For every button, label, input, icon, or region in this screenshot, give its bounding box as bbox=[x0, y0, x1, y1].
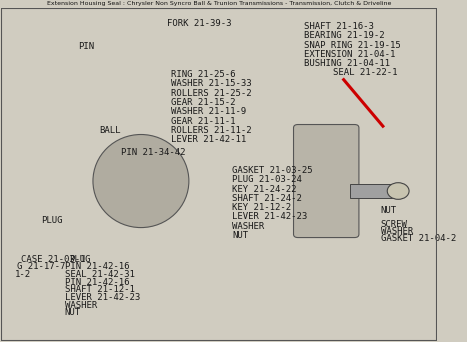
Text: ROLLERS 21-11-2: ROLLERS 21-11-2 bbox=[171, 126, 252, 135]
Text: PIN: PIN bbox=[78, 42, 94, 51]
Text: BEARING 21-19-2: BEARING 21-19-2 bbox=[304, 31, 385, 40]
Title: Extension Housing Seal : Chrysler Non Syncro Ball & Trunion Transmissions - Tran: Extension Housing Seal : Chrysler Non Sy… bbox=[47, 1, 392, 6]
Text: LEVER 21-42-23: LEVER 21-42-23 bbox=[64, 293, 140, 302]
Text: SHAFT 21-12-1: SHAFT 21-12-1 bbox=[64, 285, 134, 294]
Text: WASHER: WASHER bbox=[233, 222, 265, 231]
Circle shape bbox=[387, 183, 409, 199]
Text: 1-2: 1-2 bbox=[14, 270, 31, 279]
Text: RING 21-25-6: RING 21-25-6 bbox=[171, 70, 236, 79]
Text: GASKET 21-03-25: GASKET 21-03-25 bbox=[233, 166, 313, 175]
Text: NUT: NUT bbox=[64, 308, 81, 317]
Text: LEVER 21-42-23: LEVER 21-42-23 bbox=[233, 212, 308, 221]
Text: SCREW: SCREW bbox=[381, 220, 408, 229]
Text: PLUG: PLUG bbox=[69, 255, 91, 264]
Text: ROLLERS 21-25-2: ROLLERS 21-25-2 bbox=[171, 89, 252, 98]
Text: KEY 21-12-2: KEY 21-12-2 bbox=[233, 203, 291, 212]
Text: PLUG 21-03-24: PLUG 21-03-24 bbox=[233, 175, 302, 184]
Ellipse shape bbox=[93, 134, 189, 227]
Text: NUT: NUT bbox=[381, 206, 397, 215]
FancyBboxPatch shape bbox=[350, 184, 394, 198]
Text: G 21-17-7: G 21-17-7 bbox=[17, 262, 65, 271]
Text: WASHER: WASHER bbox=[381, 227, 413, 236]
Text: BUSHING 21-04-11: BUSHING 21-04-11 bbox=[304, 59, 390, 68]
FancyBboxPatch shape bbox=[294, 124, 359, 238]
Text: GEAR 21-15-2: GEAR 21-15-2 bbox=[171, 98, 236, 107]
Text: BALL: BALL bbox=[99, 126, 121, 135]
Text: PIN 21-34-42: PIN 21-34-42 bbox=[121, 148, 186, 157]
Text: LEVER 21-42-11: LEVER 21-42-11 bbox=[171, 135, 247, 144]
Text: WASHER 21-11-9: WASHER 21-11-9 bbox=[171, 107, 247, 116]
Text: GEAR 21-11-1: GEAR 21-11-1 bbox=[171, 117, 236, 126]
Text: SHAFT 21-16-3: SHAFT 21-16-3 bbox=[304, 22, 374, 31]
Text: PLUG: PLUG bbox=[41, 216, 62, 225]
Text: KEY 21-24-22: KEY 21-24-22 bbox=[233, 185, 297, 194]
Text: FORK 21-39-3: FORK 21-39-3 bbox=[167, 18, 232, 28]
Text: SEAL 21-22-1: SEAL 21-22-1 bbox=[333, 68, 397, 78]
Text: WASHER 21-15-33: WASHER 21-15-33 bbox=[171, 79, 252, 89]
Text: PIN 21-42-16: PIN 21-42-16 bbox=[64, 278, 129, 287]
Text: PIN 21-42-16: PIN 21-42-16 bbox=[64, 262, 129, 271]
Text: NUT: NUT bbox=[233, 231, 248, 240]
Text: CASE 21-03-1: CASE 21-03-1 bbox=[21, 255, 85, 264]
Text: GASKET 21-04-2: GASKET 21-04-2 bbox=[381, 234, 456, 244]
Text: WASHER: WASHER bbox=[64, 301, 97, 310]
Text: SNAP RING 21-19-15: SNAP RING 21-19-15 bbox=[304, 41, 401, 50]
Text: SEAL 21-42-31: SEAL 21-42-31 bbox=[64, 270, 134, 279]
Text: EXTENSION 21-04-1: EXTENSION 21-04-1 bbox=[304, 50, 396, 59]
Text: SHAFT 21-24-2: SHAFT 21-24-2 bbox=[233, 194, 302, 203]
